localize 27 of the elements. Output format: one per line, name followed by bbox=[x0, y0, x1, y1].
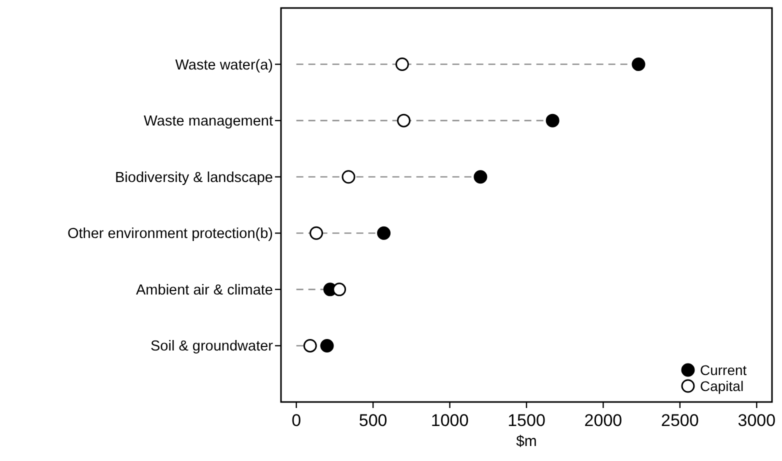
y-tick-label: Other environment protection(b) bbox=[67, 226, 273, 242]
y-tick-label: Waste water(a) bbox=[175, 57, 273, 74]
point bbox=[395, 58, 409, 72]
legend-label: Current bbox=[700, 362, 747, 378]
x-tick-label: 3000 bbox=[738, 411, 776, 430]
point bbox=[342, 170, 356, 184]
x-tick-label: 0 bbox=[292, 411, 302, 430]
point bbox=[397, 114, 410, 128]
x-tick-label: 1500 bbox=[508, 411, 546, 430]
x-tick-label: 500 bbox=[358, 411, 388, 430]
point bbox=[546, 114, 560, 128]
y-tick-label: Ambient air & climate bbox=[136, 282, 273, 298]
point bbox=[377, 226, 391, 240]
point bbox=[310, 226, 324, 240]
x-tick-label: 1000 bbox=[430, 411, 469, 430]
legend-label: Capital bbox=[700, 378, 744, 394]
point bbox=[474, 170, 488, 184]
point bbox=[320, 338, 334, 352]
x-tick-label: 2500 bbox=[661, 411, 699, 430]
point bbox=[332, 282, 346, 296]
point bbox=[303, 338, 317, 352]
y-tick-label: Waste management bbox=[144, 114, 273, 130]
y-tick-label: Biodiversity & landscape bbox=[115, 170, 273, 186]
x-axis-title: $m bbox=[516, 433, 537, 450]
point bbox=[632, 58, 646, 72]
x-tick-label: 2000 bbox=[584, 411, 622, 430]
y-tick-label: Soil & groundwater bbox=[150, 338, 274, 355]
